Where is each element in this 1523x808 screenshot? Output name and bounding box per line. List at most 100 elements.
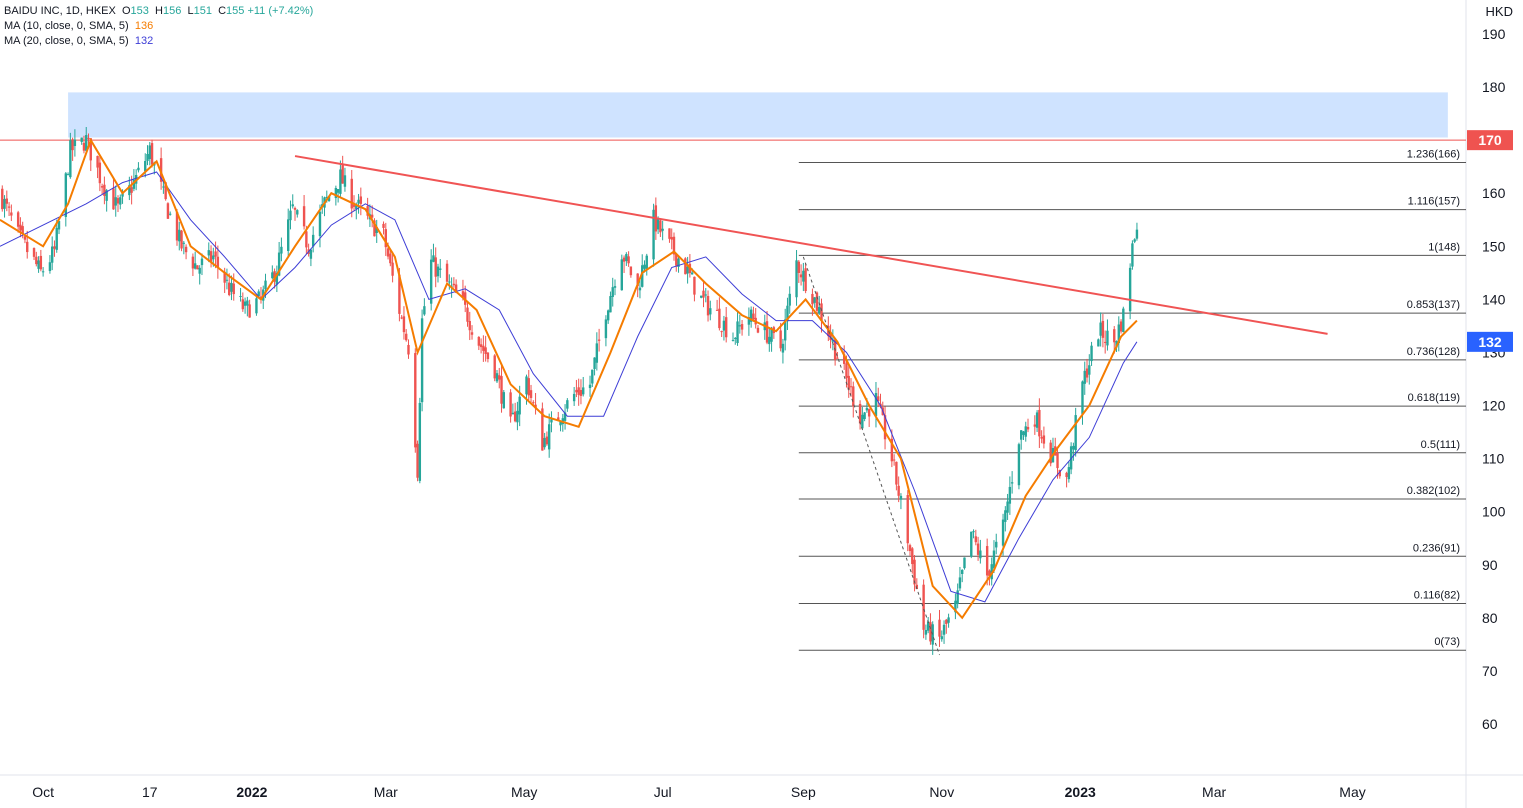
- ma20-value: 132: [134, 35, 154, 47]
- y-tick-80: 80: [1482, 610, 1498, 626]
- candle-body-20220302: [386, 248, 390, 257]
- fib-level-label-8: 0.236(91): [1413, 542, 1460, 554]
- candle-body-20221227: [1067, 467, 1071, 480]
- candle-body-20211206: [191, 256, 195, 269]
- candle-body-20211116: [146, 154, 149, 161]
- resistance-zone[interactable]: [68, 92, 1448, 138]
- candle-body-20230119: [1119, 321, 1123, 332]
- candle-body-20220725: [715, 309, 719, 311]
- candle-body-20220923: [852, 386, 855, 407]
- candle-body-20220114: [280, 246, 283, 254]
- y-tick-120: 120: [1482, 398, 1506, 414]
- candle-body-20220127: [309, 249, 313, 259]
- candle-body-20221128: [1001, 519, 1005, 546]
- candle-body-20211019: [82, 142, 86, 151]
- candle-body-20220607: [606, 310, 610, 321]
- candle-body-20220527: [582, 387, 585, 395]
- candle-body-20220511: [545, 436, 549, 445]
- candle-body-20220705: [670, 237, 673, 240]
- candle-body-20220622: [641, 265, 644, 287]
- candle-body-20230124: [1131, 243, 1134, 267]
- ma20-label: MA (20, close, 0, SMA, 5): [4, 35, 129, 47]
- fib-level-label-1: 1.116(157): [1408, 196, 1460, 208]
- symbol-row: BAIDU INC, 1D, HKEX O153 H156 L151 C155 …: [4, 4, 313, 19]
- candle-body-20220823: [781, 343, 785, 353]
- descending-trendline[interactable]: [294, 155, 1328, 335]
- candle-body-20220324: [436, 266, 440, 277]
- candle-body-20220407: [468, 320, 471, 331]
- ma20-line[interactable]: [0, 171, 1138, 603]
- candle-body-20220817: [768, 336, 771, 345]
- candle-body-20220712: [686, 266, 689, 274]
- fib-level-label-4: 0.736(128): [1407, 346, 1460, 358]
- candle-body-20210917: [10, 212, 13, 216]
- candle-body-20220401: [454, 284, 458, 293]
- candle-body-20220323: [434, 257, 437, 277]
- candle-body-20220119: [291, 204, 294, 207]
- candle-body-20220120: [293, 207, 297, 210]
- candle-body-20221031: [938, 619, 941, 637]
- price-badge-132: [1467, 331, 1513, 352]
- ma10-line[interactable]: [0, 137, 1138, 620]
- candle-body-20221109: [958, 577, 962, 589]
- candle-body-20221104: [947, 617, 950, 623]
- candle-body-20220707: [675, 253, 678, 266]
- x-tick-0: Oct: [32, 784, 54, 800]
- candle-body-20230125: [1133, 239, 1136, 242]
- candle-body-20220318: [423, 306, 426, 315]
- candle-body-20221018: [908, 545, 912, 552]
- candle-body-20211117: [148, 145, 151, 160]
- candle-body-20220610: [613, 286, 617, 288]
- candle-body-20220719: [702, 290, 705, 298]
- x-tick-7: Nov: [929, 784, 954, 800]
- candle-body-20230109: [1097, 339, 1100, 347]
- fib-level-label-7: 0.382(102): [1407, 485, 1460, 497]
- ma20-legend-row[interactable]: MA (20, close, 0, SMA, 5) 132: [4, 34, 313, 49]
- candle-body-20220505: [532, 402, 535, 404]
- candle-body-20220415: [486, 352, 490, 360]
- candle-body-20221027: [929, 622, 932, 642]
- candle-body-20221107: [954, 600, 957, 613]
- candle-body-20220208: [336, 189, 340, 193]
- candle-body-20211027: [100, 186, 104, 188]
- candle-body-20220215: [352, 204, 356, 207]
- candle-body-20221222: [1056, 452, 1059, 469]
- candle-body-20220601: [593, 357, 596, 369]
- candle-body-20220307: [398, 274, 401, 314]
- candle-body-20221017: [906, 495, 909, 544]
- candle-body-20211005: [50, 246, 54, 263]
- y-tick-150: 150: [1482, 238, 1506, 254]
- x-tick-3: Mar: [374, 784, 398, 800]
- candle-body-20220727: [720, 331, 723, 333]
- candle-body-20221215: [1040, 436, 1043, 439]
- candle-body-20220927: [861, 414, 864, 429]
- candle-body-20221130: [1006, 501, 1009, 513]
- candle-body-20221025: [924, 629, 928, 635]
- candle-body-20220322: [432, 255, 435, 262]
- candle-body-20220422: [502, 392, 505, 409]
- candle-body-20221125: [995, 541, 998, 548]
- candle-body-20211217: [216, 256, 220, 268]
- candle-body-20220404: [461, 291, 465, 297]
- candle-body-20220816: [765, 321, 769, 343]
- candle-body-20211202: [182, 242, 186, 244]
- candle-body-20211102: [114, 197, 117, 206]
- y-tick-140: 140: [1482, 291, 1506, 307]
- candle-body-20220909: [820, 303, 823, 322]
- candle-body-20211222: [228, 282, 231, 295]
- high-label: H: [155, 5, 163, 17]
- candle-body-20211213: [207, 250, 210, 256]
- candle-body-20221116: [974, 536, 978, 543]
- high-value: 156: [162, 5, 182, 17]
- candle-body-20220908: [818, 306, 821, 314]
- candle-body-20230104: [1085, 368, 1089, 378]
- fib-anchor-dashed-line[interactable]: [802, 256, 940, 656]
- ma10-legend-row[interactable]: MA (10, close, 0, SMA, 5) 136: [4, 19, 313, 34]
- candle-body-20220701: [661, 228, 664, 231]
- candle-body-20211004: [48, 262, 52, 271]
- candle-body-20220620: [636, 273, 639, 287]
- candle-body-20221010: [890, 438, 894, 462]
- candle-body-20211220: [223, 271, 226, 283]
- y-tick-110: 110: [1482, 451, 1505, 467]
